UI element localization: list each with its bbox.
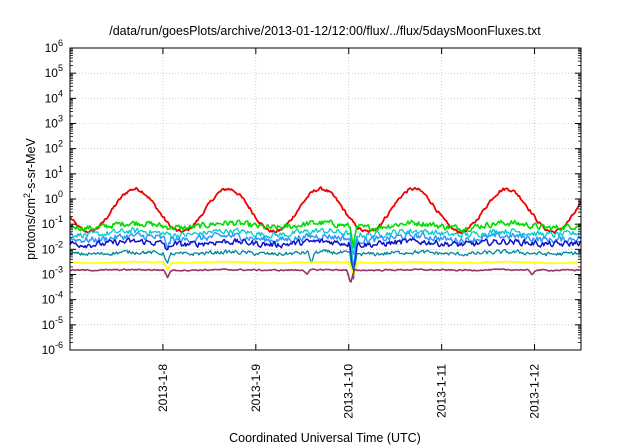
svg-text:protons/cm2-s-sr-MeV: protons/cm2-s-sr-MeV bbox=[22, 137, 38, 259]
y-tick-label: 10-4 bbox=[42, 290, 63, 307]
x-tick-label: 2013-1-11 bbox=[435, 364, 449, 418]
x-tick-label: 2013-1-12 bbox=[528, 364, 542, 419]
series-line-4 bbox=[69, 237, 582, 278]
grid bbox=[70, 48, 581, 350]
series-line-0 bbox=[69, 186, 582, 235]
series-line-3 bbox=[69, 231, 582, 271]
y-tick-label: 100 bbox=[45, 189, 63, 206]
y-tick-label: 10-5 bbox=[42, 315, 63, 332]
x-tick-label: 2013-1-8 bbox=[156, 364, 170, 412]
y-tick-label: 10-1 bbox=[42, 214, 63, 231]
x-axis-label: Coordinated Universal Time (UTC) bbox=[229, 431, 421, 445]
series-line-6 bbox=[69, 260, 582, 276]
series-line-7 bbox=[70, 268, 582, 283]
y-axis-label: protons/cm2-s-sr-MeV bbox=[22, 137, 38, 259]
y-tick-label: 104 bbox=[45, 88, 63, 105]
x-axis: 2013-1-8 2013-1-9 2013-1-10 2013-1-11 2013-1… bbox=[156, 48, 542, 419]
chart-title: /data/run/goesPlots/archive/2013-01-12/1… bbox=[109, 24, 541, 38]
y-tick-label: 102 bbox=[45, 139, 63, 156]
series-line-5 bbox=[69, 249, 582, 280]
y-tick-label: 106 bbox=[45, 38, 63, 55]
series-line-2 bbox=[69, 227, 582, 256]
y-tick-label: 105 bbox=[45, 63, 63, 80]
y-tick-label: 10-6 bbox=[42, 340, 63, 357]
y-axis: 10-6 10-5 10-4 10-3 10-2 10-1 100 101 102 103 104 1… bbox=[42, 38, 581, 357]
y-tick-label: 101 bbox=[45, 164, 63, 181]
series-line-1 bbox=[69, 219, 582, 249]
y-tick-label: 10-3 bbox=[42, 265, 63, 282]
y-tick-label: 10-2 bbox=[42, 239, 63, 256]
x-tick-label: 2013-1-9 bbox=[249, 364, 263, 412]
x-tick-label: 2013-1-10 bbox=[342, 364, 356, 419]
series-group bbox=[69, 186, 582, 283]
y-tick-label: 103 bbox=[45, 114, 63, 131]
